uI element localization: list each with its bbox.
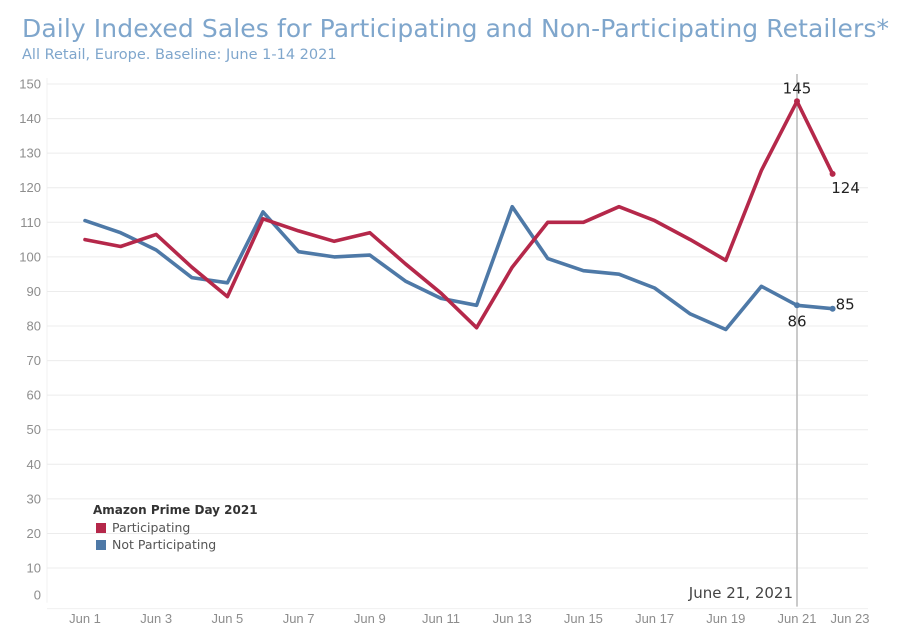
series-lines xyxy=(83,98,836,332)
legend: Amazon Prime Day 2021 Participating Not … xyxy=(93,503,258,553)
y-tick-label: 60 xyxy=(27,388,41,403)
y-tick-label: 80 xyxy=(27,319,41,334)
y-tick-label: 10 xyxy=(27,561,41,576)
x-tick-label: Jun 5 xyxy=(211,611,243,626)
y-axis-ticks: 0 10 20 30 40 50 60 70 80 90 100 110 120 130 140 150 xyxy=(19,77,41,603)
x-tick-label: Jun 13 xyxy=(493,611,532,626)
legend-title: Amazon Prime Day 2021 xyxy=(93,503,258,517)
x-tick-label: Jun 23 xyxy=(830,611,869,626)
y-tick-label: 130 xyxy=(19,146,41,161)
chart-subtitle: All Retail, Europe. Baseline: June 1-14 … xyxy=(22,47,337,63)
data-label: 86 xyxy=(787,312,806,330)
chart-title: Daily Indexed Sales for Participating an… xyxy=(22,14,890,43)
data-point-not-participating xyxy=(794,302,800,309)
data-labels: 145 124 86 85 xyxy=(783,79,860,330)
y-tick-label: 150 xyxy=(19,77,41,92)
x-tick-label: Jun 11 xyxy=(422,611,460,626)
legend-label-participating: Participating xyxy=(112,520,191,535)
data-label: 85 xyxy=(836,296,855,314)
data-point-participating xyxy=(794,98,800,105)
data-label: 124 xyxy=(831,179,860,197)
legend-swatch-not-participating xyxy=(96,539,106,550)
y-tick-label: 20 xyxy=(27,526,41,541)
x-tick-label: Jun 15 xyxy=(564,611,603,626)
legend-item-participating[interactable]: Participating xyxy=(93,519,258,536)
x-tick-label: Jun 17 xyxy=(635,611,674,626)
reference-line-label: June 21, 2021 xyxy=(688,584,793,602)
x-axis-ticks: Jun 1 Jun 3 Jun 5 Jun 7 Jun 9 Jun 11 Jun 13 Jun… xyxy=(69,611,869,626)
y-tick-label: 70 xyxy=(27,353,41,368)
gridlines xyxy=(46,78,868,610)
y-tick-label: 90 xyxy=(27,284,41,299)
y-tick-label: 120 xyxy=(19,180,41,195)
x-tick-label: Jun 19 xyxy=(706,611,745,626)
y-tick-label: 110 xyxy=(20,215,41,230)
legend-swatch-participating xyxy=(96,522,106,533)
x-tick-label: Jun 7 xyxy=(283,611,315,626)
data-label: 145 xyxy=(783,79,812,97)
y-tick-label: 30 xyxy=(27,491,41,506)
y-tick-label: 40 xyxy=(27,457,41,472)
legend-label-not-participating: Not Participating xyxy=(112,537,217,552)
x-tick-label: Jun 9 xyxy=(354,611,386,626)
y-tick-label: 140 xyxy=(19,111,41,126)
x-tick-label: Jun 21 xyxy=(777,611,816,626)
x-tick-label: Jun 1 xyxy=(69,611,101,626)
y-tick-label: 100 xyxy=(19,249,41,264)
y-tick-label: 0 xyxy=(34,588,41,603)
series-line-participating xyxy=(83,99,835,330)
legend-item-not-participating[interactable]: Not Participating xyxy=(93,536,258,553)
y-tick-label: 50 xyxy=(27,422,41,437)
x-tick-label: Jun 3 xyxy=(140,611,172,626)
data-point-participating xyxy=(829,170,836,177)
data-point-not-participating xyxy=(829,305,836,312)
reference-line-group: June 21, 2021 xyxy=(688,74,798,607)
